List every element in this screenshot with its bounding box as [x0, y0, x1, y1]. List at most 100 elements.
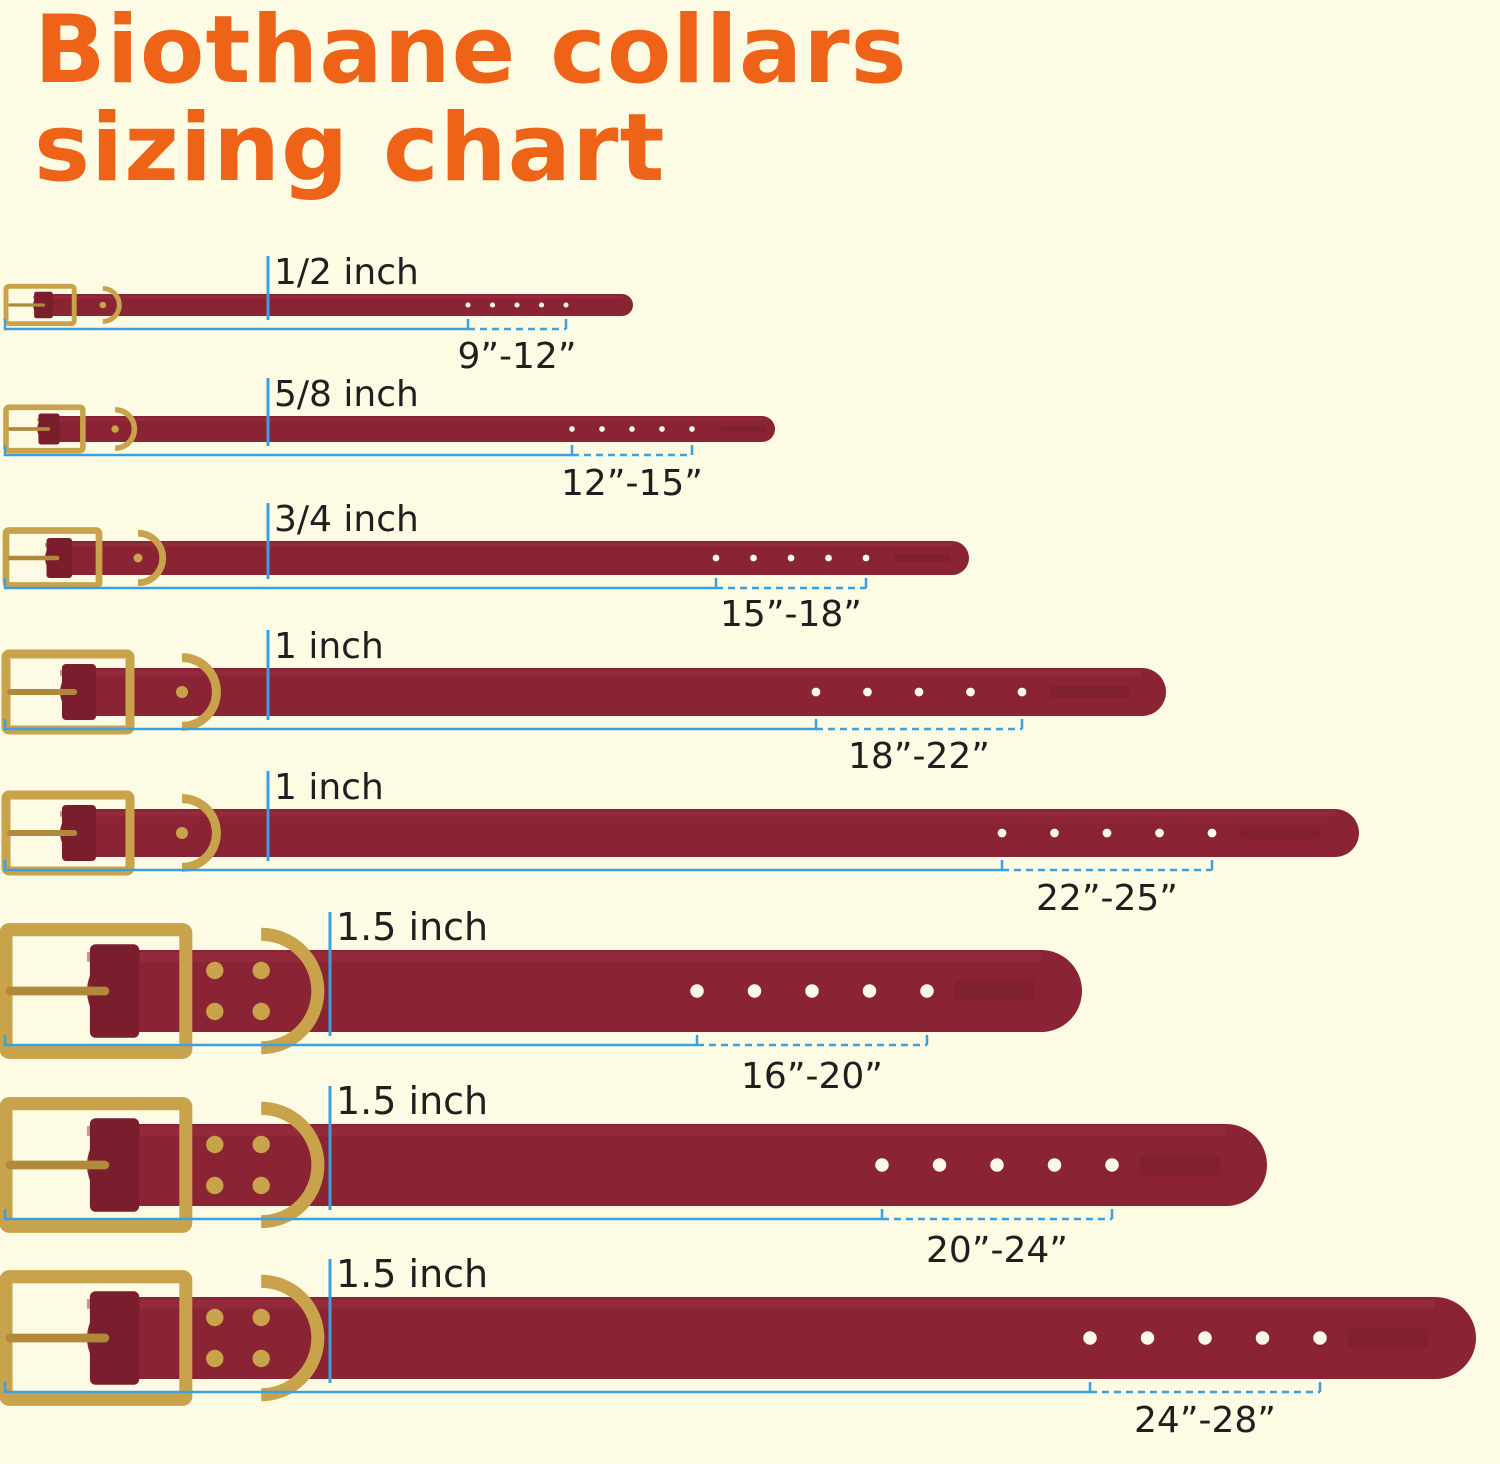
strap-hole [1313, 1331, 1327, 1345]
rivet-icon [252, 961, 270, 980]
strap-hole [1255, 1331, 1270, 1345]
title-line-1: Biothane collars [34, 0, 908, 105]
strap-hole [1207, 828, 1217, 838]
d-ring-icon [181, 653, 221, 731]
strap-hole [1047, 1158, 1062, 1172]
length-measure-line [3, 578, 718, 590]
rivet-icon [206, 1176, 224, 1195]
rivet-icon [252, 1135, 270, 1154]
collar-width-label: 1.5 inch [336, 905, 488, 949]
strap-sheen [45, 543, 952, 548]
strap-hole [990, 1158, 1004, 1172]
buckle-icon [3, 404, 86, 454]
collar-row: 3/4 inch 15”-18” [2, 499, 969, 635]
strap-hole [920, 984, 934, 998]
strap-sheen [87, 1126, 1226, 1136]
strap-hole [1050, 828, 1059, 838]
size-range-label: 15”-18” [720, 594, 862, 635]
rivet-icon [206, 1002, 224, 1021]
strap-hole [1102, 828, 1112, 838]
d-ring-icon [261, 1274, 325, 1402]
strap-hole [629, 426, 635, 432]
collar-width-label: 1.5 inch [336, 1079, 488, 1123]
rivet-icon [252, 1176, 270, 1195]
rivet-icon [252, 1308, 270, 1327]
strap-sheen [60, 670, 1142, 676]
strap-hole [750, 554, 757, 562]
embossed-logo [1348, 1328, 1428, 1348]
title-line-2: sizing chart [34, 94, 666, 203]
strap-hole [690, 984, 704, 998]
rivet-icon [111, 425, 119, 433]
d-ring-icon [181, 794, 221, 872]
strap-hole [1083, 1331, 1097, 1345]
strap-hole [465, 302, 471, 308]
strap-hole [1155, 828, 1164, 838]
strap-hole [787, 554, 795, 562]
strap-hole [569, 426, 575, 432]
strap-hole [1140, 1331, 1155, 1345]
size-range-label: 22”-25” [1036, 878, 1178, 919]
buckle-keeper [89, 944, 140, 1038]
buckle-icon [3, 283, 77, 327]
strap-hole [862, 984, 877, 998]
collar-row: 5/8 inch 12”-15” [3, 374, 775, 504]
strap-hole [825, 554, 832, 562]
strap-hole [997, 828, 1007, 838]
collar-strap [60, 809, 1359, 857]
collar-strap [33, 294, 633, 316]
rivet-icon [176, 827, 188, 839]
strap-hole [862, 554, 870, 562]
collar-row: 1/2 inch 9”-12” [3, 252, 633, 377]
strap-sheen [87, 1299, 1435, 1309]
strap-hole [747, 984, 762, 998]
page-title: Biothane collars sizing chart [34, 0, 908, 198]
collar-width-label: 1.5 inch [336, 1252, 488, 1296]
strap-hole [689, 426, 695, 432]
buckle-keeper [62, 805, 96, 861]
d-ring-icon [261, 927, 325, 1055]
rivet-icon [133, 553, 143, 563]
strap-hole [914, 687, 924, 697]
strap-hole [659, 426, 665, 432]
collar-strap [45, 541, 969, 575]
rivet-icon [176, 686, 188, 698]
length-measure-line [3, 319, 470, 331]
d-ring-icon [114, 406, 138, 452]
strap-hole [1198, 1331, 1212, 1345]
strap-hole [563, 302, 569, 308]
length-measure-line [3, 1382, 1092, 1394]
embossed-logo [1240, 827, 1320, 839]
collar-strap [60, 668, 1166, 716]
rivet-icon [206, 961, 224, 980]
strap-hole [966, 687, 975, 697]
collar-width-label: 3/4 inch [274, 499, 419, 540]
size-range-label: 20”-24” [926, 1230, 1068, 1271]
collar-row: 1.5 inch 20”-24” [0, 1079, 1267, 1271]
collar-width-label: 5/8 inch [274, 374, 419, 415]
collar-row: 1 inch 22”-25” [1, 767, 1359, 919]
strap-sheen [60, 811, 1335, 817]
rivet-icon [206, 1135, 224, 1154]
buckle-icon [2, 527, 103, 589]
strap-sheen [37, 418, 762, 422]
collar-strap [37, 416, 775, 442]
size-range-label: 9”-12” [457, 336, 576, 377]
buckle-keeper [62, 664, 96, 720]
length-measure-line [3, 445, 574, 457]
rivet-icon [252, 1349, 270, 1368]
strap-sheen [87, 952, 1041, 962]
rivet-icon [206, 1349, 224, 1368]
collar-row: 1.5 inch 24”-28” [0, 1252, 1476, 1441]
embossed-logo [720, 425, 766, 433]
strap-hole [805, 984, 819, 998]
strap-hole [599, 426, 605, 432]
strap-hole [514, 302, 520, 308]
size-range-label: 12”-15” [561, 463, 703, 504]
d-ring-icon [137, 529, 166, 587]
size-range-label: 16”-20” [741, 1056, 883, 1097]
embossed-logo [955, 981, 1035, 1001]
strap-hole [489, 302, 496, 308]
rivet-icon [252, 1002, 270, 1021]
